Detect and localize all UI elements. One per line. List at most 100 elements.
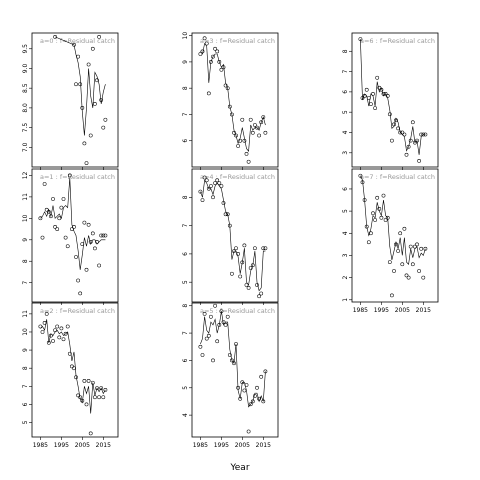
data-point [419,246,424,251]
fitted-line [54,36,106,136]
data-point [76,393,80,398]
data-point [377,207,382,211]
x-tick-label: 2005 [75,442,90,449]
y-tick-label: 5 [22,420,29,424]
data-point [90,380,95,385]
data-point [80,242,85,246]
data-point [53,35,57,39]
data-point [261,246,266,251]
x-tick-label: 2015 [256,442,271,449]
x-tick-label: 2015 [416,307,431,314]
panel-0: a=0 : f=Residual catch 7.0 7.5 8.0 8.5 9.0 9.5 [22,32,119,170]
data-point [221,201,226,205]
data-point [248,117,253,122]
data-point [225,86,230,91]
data-point [230,271,234,276]
data-point [259,374,264,379]
data-point [238,396,243,401]
plot-frame [191,168,279,303]
data-point [415,242,419,247]
data-point [362,198,367,202]
y-tick-label: 9 [22,348,29,352]
data-point [53,328,57,333]
data-point [385,215,390,220]
data-point [219,184,224,188]
data-point [82,379,87,383]
data-point [217,181,222,185]
data-point [423,132,428,137]
data-point [261,399,266,404]
x-tick-label: 2005 [395,307,410,314]
data-point [250,130,255,135]
data-point [421,132,426,137]
data-point [209,314,213,319]
data-point [242,243,247,248]
data-point [404,152,409,157]
data-point [59,205,64,210]
x-axis-label: Year [229,463,249,473]
data-point [257,396,261,401]
data-point [209,60,213,64]
data-point [40,235,45,240]
y-tick-label: 9 [182,60,189,64]
data-point [398,130,403,135]
data-point [236,144,240,148]
panel-4: a=4 : f=Residual catch 5 6 7 8 [182,168,279,305]
data-point [55,324,60,329]
data-point [101,395,106,400]
data-point [204,178,209,183]
data-point [236,385,240,390]
data-point [61,197,66,201]
series-group [358,37,428,163]
data-point [74,82,78,87]
data-point [360,180,365,185]
data-point [360,96,365,100]
data-point [76,278,80,283]
data-point [103,388,108,392]
data-point [232,361,236,366]
data-point [242,138,247,143]
data-point [230,358,234,363]
data-point [215,49,220,54]
y-tick-label: 8 [182,304,189,308]
data-point [95,386,99,390]
data-point [221,320,226,324]
data-point [390,293,394,298]
data-point [410,262,415,267]
data-point [67,173,72,178]
data-point [198,189,203,194]
data-point [80,106,85,110]
data-point [398,231,403,236]
data-point [377,85,382,90]
data-point [213,181,217,185]
data-point [364,224,369,229]
x-tick-label: 2005 [235,442,250,449]
data-point [74,255,78,259]
data-point [263,369,268,374]
plot-frame [31,32,119,168]
y-tick-label: 3 [342,253,349,257]
data-point [57,216,62,221]
data-point [240,117,245,122]
data-point [42,182,47,186]
data-point [246,429,251,434]
y-tick-label: 10 [22,328,29,336]
data-point [95,240,99,244]
data-point [246,286,251,290]
plot-frame [351,32,439,168]
data-point [219,309,224,314]
data-point [358,173,363,178]
data-point [373,218,377,222]
data-point [244,152,249,156]
y-tick-label: 5 [342,110,349,114]
x-tick-label: 2015 [96,442,111,449]
data-point [238,138,243,143]
data-point [227,353,232,357]
y-tick-label: 11 [22,310,29,318]
y-tick-label: 6 [182,139,189,143]
data-point [204,336,209,341]
data-point [103,233,108,238]
data-point [387,112,392,117]
panel-title: a=4 : f=Residual catch [200,173,275,181]
data-point [49,333,53,338]
